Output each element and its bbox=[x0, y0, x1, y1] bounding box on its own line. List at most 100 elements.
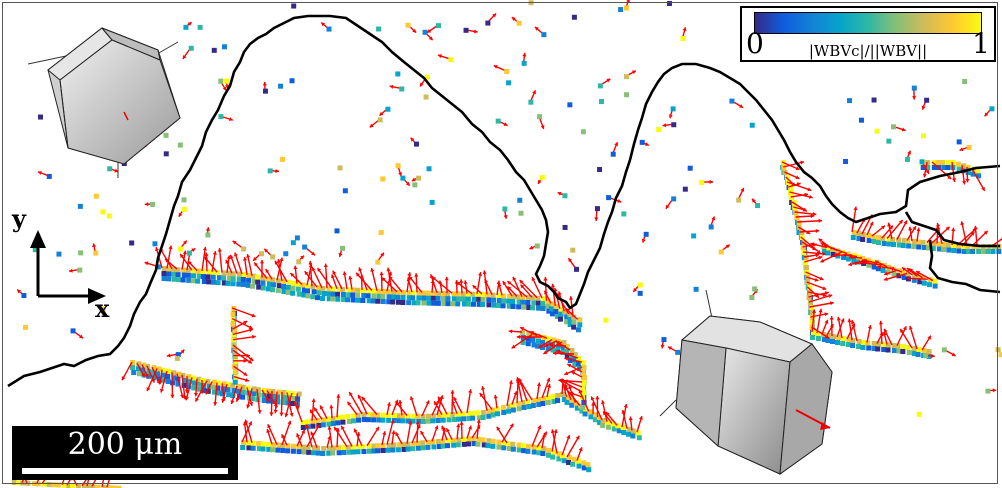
burgers-vector-arrowhead bbox=[493, 394, 498, 399]
band-pixel bbox=[531, 444, 537, 450]
band-pixel bbox=[961, 163, 967, 169]
burgers-vector-arrow bbox=[357, 394, 368, 415]
band-pixel bbox=[236, 271, 242, 277]
band-pixel bbox=[596, 415, 602, 421]
band-pixel bbox=[860, 345, 866, 350]
band-pixel bbox=[520, 340, 526, 345]
burgers-vector-arrowhead bbox=[936, 222, 941, 227]
band-pixel bbox=[905, 238, 911, 244]
band-pixel bbox=[845, 256, 851, 262]
burgers-vector-arrowhead bbox=[468, 389, 473, 393]
band-pixel bbox=[946, 247, 952, 253]
band-pixel bbox=[510, 304, 516, 309]
band-pixel bbox=[232, 327, 238, 333]
burgers-vector-arrowhead bbox=[428, 36, 433, 41]
burgers-vector-arrowhead bbox=[293, 265, 298, 270]
burgers-vector-arrow bbox=[234, 252, 243, 275]
noise-pixel bbox=[643, 231, 649, 237]
burgers-vector-arrow bbox=[232, 349, 253, 365]
burgers-vector-arrowhead bbox=[395, 432, 400, 437]
band-pixel bbox=[310, 284, 316, 290]
band-pixel bbox=[271, 394, 277, 399]
band-pixel bbox=[236, 383, 242, 389]
burgers-vector-arrowhead bbox=[144, 261, 149, 266]
band-pixel bbox=[341, 297, 347, 302]
band-pixel bbox=[321, 291, 327, 296]
band-pixel bbox=[355, 297, 361, 303]
band-pixel bbox=[600, 418, 606, 423]
burgers-vector-arrowhead bbox=[180, 394, 185, 399]
noise-pixel bbox=[516, 20, 522, 26]
burgers-vector-arrowhead bbox=[853, 206, 858, 211]
burgers-vector-arrowhead bbox=[406, 277, 411, 282]
noise-pixel bbox=[37, 114, 43, 120]
burgers-vector-arrowhead bbox=[492, 13, 497, 18]
band-pixel bbox=[326, 286, 332, 292]
burgers-vector-arrowhead bbox=[450, 390, 455, 394]
band-pixel bbox=[562, 309, 568, 315]
band-pixel bbox=[256, 446, 262, 452]
band-pixel bbox=[475, 410, 481, 416]
band-pixel bbox=[210, 279, 216, 285]
band-pixel bbox=[245, 385, 251, 391]
band-pixel bbox=[580, 370, 586, 375]
band-pixel bbox=[451, 417, 457, 422]
band-pixel bbox=[276, 283, 282, 289]
band-pixel bbox=[435, 295, 441, 301]
band-pixel bbox=[920, 275, 926, 281]
burgers-vector-arrowhead bbox=[564, 383, 569, 388]
band-pixel bbox=[81, 483, 87, 488]
burgers-vector-arrow bbox=[851, 206, 857, 233]
band-pixel bbox=[511, 294, 517, 299]
burgers-vector-arrowhead bbox=[398, 400, 403, 404]
burgers-vector-arrowhead bbox=[511, 344, 516, 349]
band-pixel bbox=[206, 279, 212, 285]
band-pixel bbox=[471, 410, 477, 416]
band-pixel bbox=[305, 444, 311, 450]
burgers-vector-arrowhead bbox=[279, 257, 284, 262]
band-pixel bbox=[455, 442, 461, 448]
burgers-vector-arrowhead bbox=[361, 396, 366, 401]
band-pixel bbox=[911, 244, 917, 249]
burgers-vector-arrow bbox=[293, 401, 303, 423]
burgers-vector-arrow bbox=[931, 161, 952, 180]
burgers-vector-arrowhead bbox=[812, 246, 817, 251]
band-pixel bbox=[16, 480, 22, 486]
band-pixel bbox=[386, 417, 392, 423]
burgers-vector-arrowhead bbox=[184, 396, 189, 401]
band-pixel bbox=[815, 331, 821, 336]
burgers-vector-arrowhead bbox=[877, 264, 882, 269]
band-pixel bbox=[232, 369, 238, 375]
band-pixel bbox=[165, 379, 171, 384]
burgers-vector-arrowhead bbox=[273, 409, 278, 414]
burgers-vector-arrowhead bbox=[232, 240, 237, 245]
band-pixel bbox=[460, 291, 466, 297]
burgers-vector-arrowhead bbox=[808, 194, 813, 199]
band-pixel bbox=[256, 392, 262, 398]
band-pixel bbox=[280, 443, 286, 448]
burgers-vector-arrowhead bbox=[69, 268, 73, 273]
burgers-vector-arrow bbox=[561, 434, 571, 456]
burgers-vector-arrow bbox=[786, 181, 812, 192]
burgers-vector-arrowhead bbox=[281, 434, 286, 439]
band-pixel bbox=[530, 305, 536, 311]
burgers-vector-arrow bbox=[519, 279, 538, 299]
burgers-vector-arrow bbox=[324, 263, 328, 289]
band-pixel bbox=[240, 440, 246, 445]
band-pixel bbox=[821, 337, 827, 342]
burgers-vector-arrowhead bbox=[229, 254, 234, 259]
burgers-vector-arrowhead bbox=[668, 346, 673, 351]
band-pixel bbox=[315, 445, 321, 451]
band-pixel bbox=[320, 296, 326, 301]
band-pixel bbox=[406, 418, 412, 424]
band-pixel bbox=[576, 361, 582, 366]
band-pixel bbox=[391, 289, 397, 295]
burgers-vector-arrowhead bbox=[141, 373, 145, 378]
noise-pixel bbox=[290, 240, 296, 246]
band-pixel bbox=[810, 335, 816, 340]
band-pixel bbox=[405, 446, 411, 452]
band-pixel bbox=[551, 337, 557, 343]
band-pixel bbox=[564, 354, 570, 359]
scale-bar-line bbox=[22, 468, 228, 474]
band-pixel bbox=[555, 398, 561, 403]
